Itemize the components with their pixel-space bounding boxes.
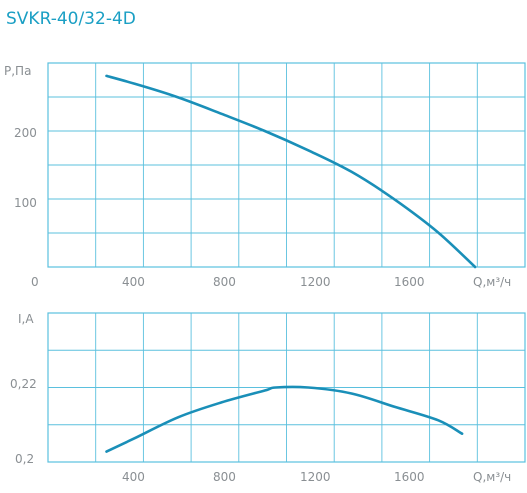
current-plot-frame	[47, 312, 526, 463]
current-x-tick-1600: 1600	[394, 470, 425, 484]
current-curve	[105, 385, 464, 453]
current-grid	[48, 313, 525, 462]
pressure-plot-frame	[47, 62, 526, 268]
current-y-tick-0-22: 0,22	[10, 377, 37, 391]
pressure-x-tick-1600: 1600	[394, 275, 425, 289]
current-x-axis-label: Q,м³/ч	[473, 470, 511, 484]
pressure-axis-label: P,Па	[4, 64, 31, 78]
pressure-y-tick-0: 0	[31, 275, 39, 289]
pressure-curve	[105, 74, 477, 269]
pressure-y-tick-100: 100	[14, 196, 37, 210]
pressure-y-tick-200: 200	[14, 126, 37, 140]
current-axis-label: I,А	[18, 312, 34, 326]
current-y-tick-0-2: 0,2	[15, 452, 34, 466]
pressure-chart: P,Па Q,м³/ч 0 100 200 400 800 1200 1600	[4, 62, 526, 289]
pressure-x-axis-label: Q,м³/ч	[473, 275, 511, 289]
chart-title: SVKR-40/32-4D	[6, 9, 136, 29]
pressure-x-tick-800: 800	[213, 275, 236, 289]
pressure-grid	[48, 63, 525, 267]
pressure-x-tick-1200: 1200	[300, 275, 331, 289]
pressure-x-tick-400: 400	[122, 275, 145, 289]
current-x-tick-400: 400	[122, 470, 145, 484]
current-x-tick-1200: 1200	[300, 470, 331, 484]
current-x-tick-800: 800	[213, 470, 236, 484]
current-chart: I,А Q,м³/ч 0,2 0,22 400 800 1200 1600	[10, 312, 526, 484]
